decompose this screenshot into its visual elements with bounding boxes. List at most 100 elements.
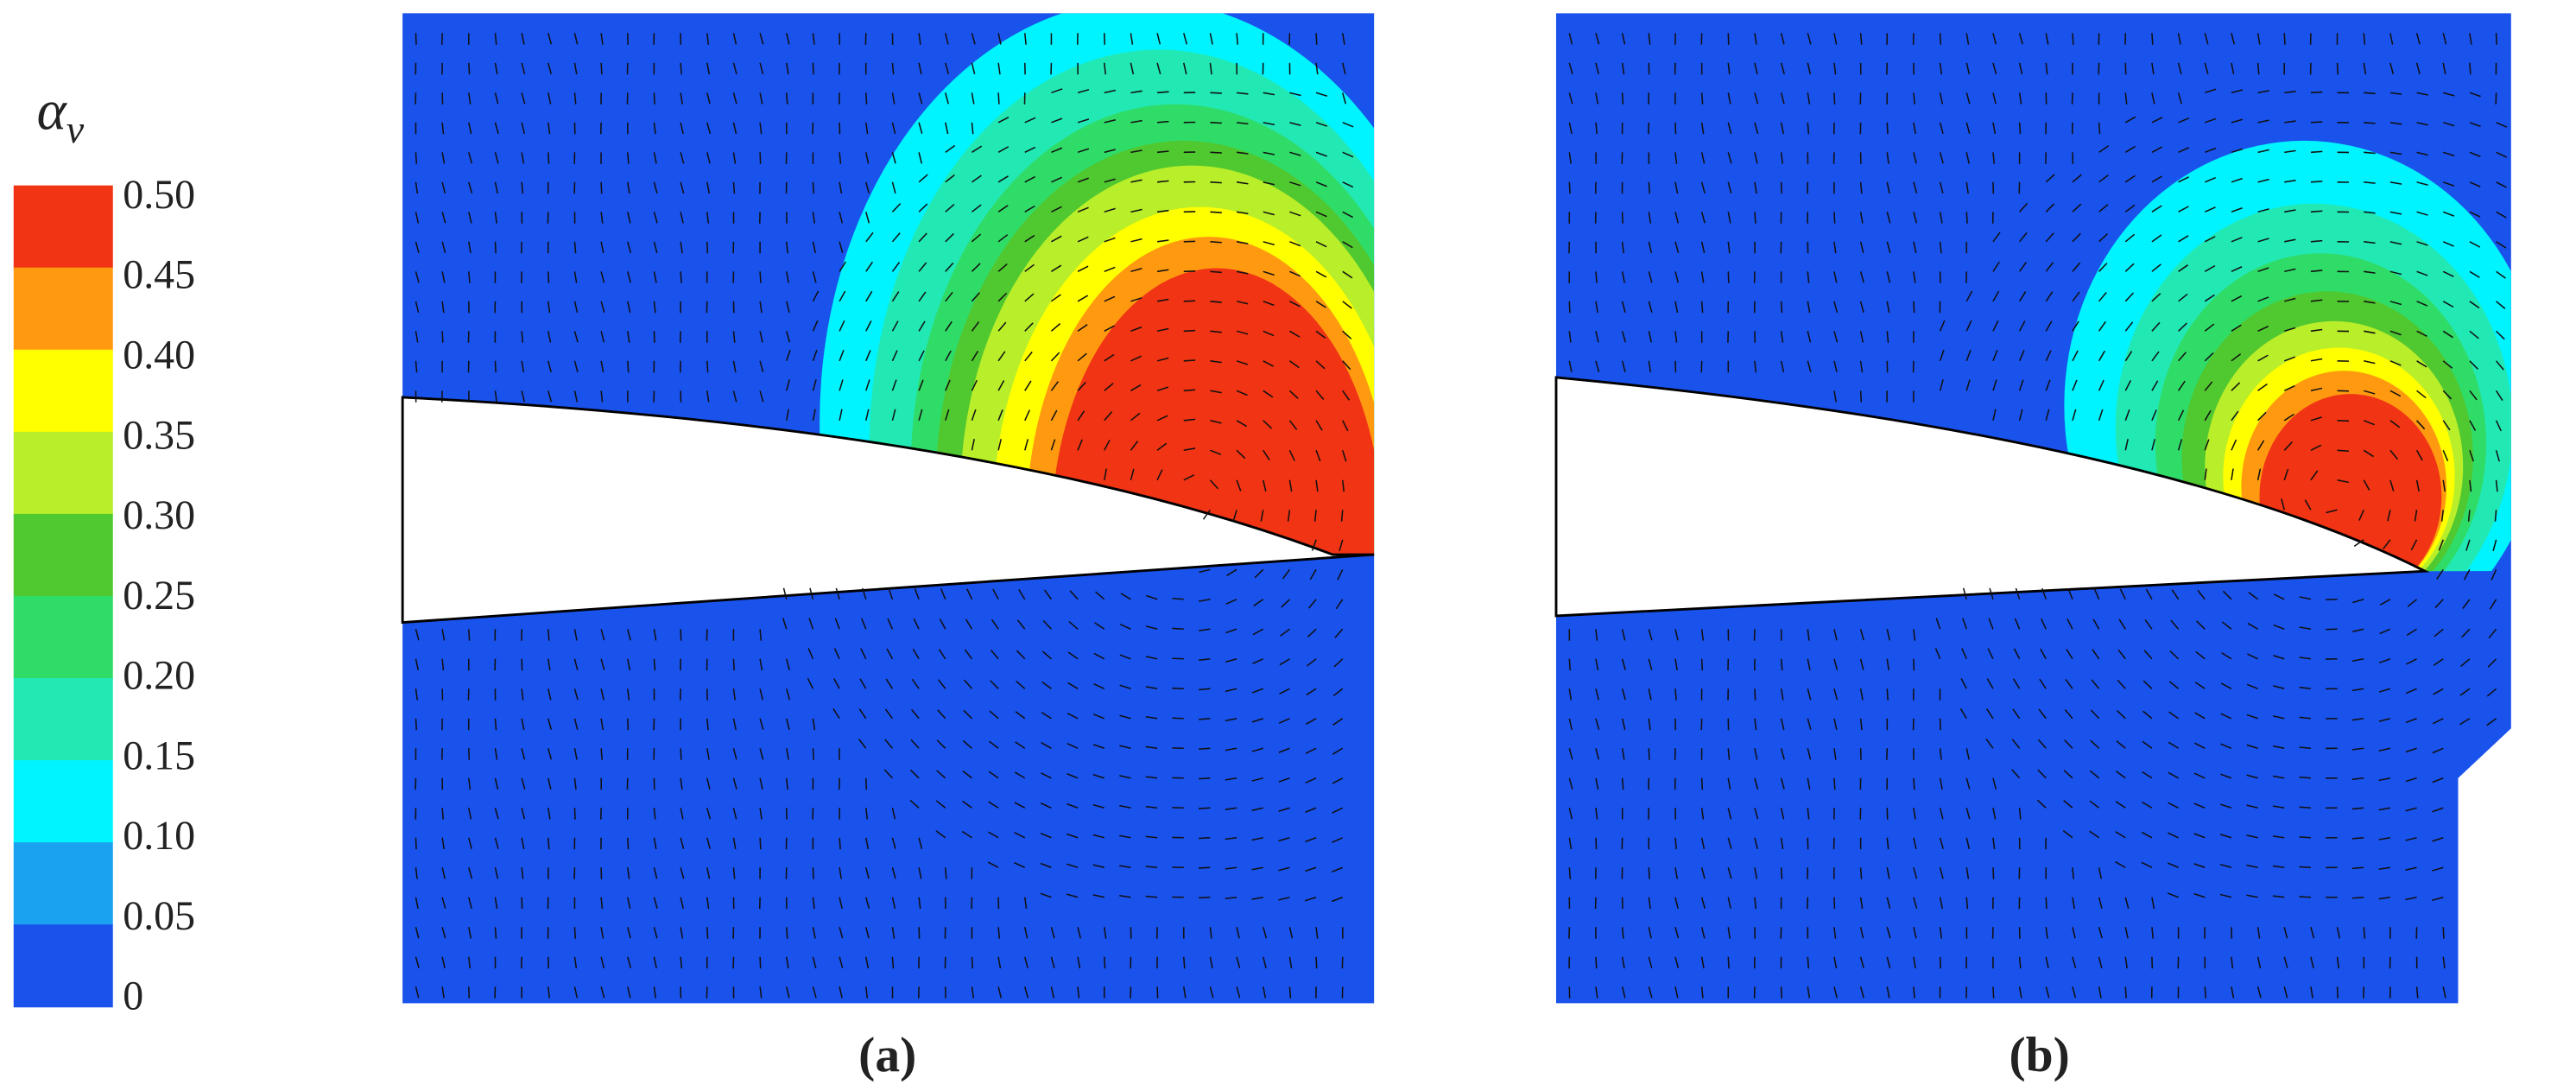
velocity-vector [1263,420,1273,429]
velocity-vector [2415,62,2421,74]
velocity-vector [2142,740,2153,749]
velocity-vector [2272,865,2285,869]
velocity-vector [812,212,816,224]
velocity-vector [2364,360,2376,365]
velocity-vector [991,618,999,630]
velocity-vector [935,830,946,839]
velocity-vector [547,718,553,730]
velocity-vector [1595,688,1599,701]
velocity-vector [1727,748,1731,760]
velocity-vector [1024,263,1035,272]
velocity-vector [2204,206,2216,213]
velocity-vector [971,33,976,45]
velocity-vector [573,271,578,283]
velocity-vector [865,232,874,243]
velocity-vector [1648,212,1652,224]
velocity-vector [1965,808,1971,820]
velocity-vector [2432,807,2444,813]
velocity-vector [2219,893,2232,898]
velocity-vector [1263,479,1267,492]
velocity-vector [1092,774,1104,779]
velocity-vector [971,263,981,272]
velocity-vector [1145,625,1158,631]
velocity-vector [1315,92,1328,98]
velocity-vector [786,956,789,969]
velocity-vector [1961,648,1967,660]
velocity-vector [1092,894,1104,898]
velocity-vector [1120,593,1131,600]
velocity-vector [1209,62,1212,75]
velocity-vector [1833,688,1839,701]
velocity-vector [1859,956,1864,968]
velocity-vector [1315,330,1326,339]
velocity-vector [1263,330,1275,337]
velocity-vector [468,897,472,909]
velocity-vector [2089,800,2100,809]
velocity-vector [832,708,840,720]
velocity-vector [812,320,819,332]
velocity-vector [732,122,737,135]
velocity-vector [1183,33,1188,45]
velocity-vector [1342,92,1347,105]
velocity-vector [468,629,471,641]
velocity-vector [2142,710,2153,720]
velocity-vector [2389,390,2402,397]
velocity-vector [2310,210,2323,213]
velocity-vector [1913,301,1915,314]
velocity-vector [812,986,817,999]
velocity-vector [1156,33,1161,45]
velocity-vector [2045,174,2055,183]
velocity-vector [2389,151,2402,155]
velocity-vector [1051,264,1062,272]
velocity-vector [918,927,921,939]
velocity-vector [1342,62,1346,75]
velocity-vector [1833,62,1837,75]
velocity-vector [2116,740,2126,749]
velocity-vector [1962,587,1968,599]
velocity-vector [2283,927,2288,939]
velocity-vector [1225,718,1237,722]
velocity-vector [600,181,603,194]
velocity-vector [1237,92,1249,95]
velocity-vector [1252,628,1264,636]
velocity-vector [2495,450,2500,462]
velocity-vector [2204,62,2209,74]
velocity-vector [1104,411,1113,422]
velocity-vector [1621,629,1626,641]
velocity-vector [2193,863,2206,868]
colorbar-band [13,513,113,597]
velocity-vector [2222,590,2232,600]
velocity-vector [1913,241,1917,254]
velocity-vector [600,688,604,701]
velocity-vector [835,587,840,600]
velocity-vector [2063,770,2073,779]
velocity-vector [1119,623,1131,630]
velocity-vector [972,145,983,153]
velocity-vector [1648,301,1653,313]
velocity-vector [2072,320,2079,332]
velocity-vector [945,320,953,332]
velocity-vector [2018,379,2024,391]
velocity-vector [1700,181,1706,193]
velocity-vector [1727,212,1731,224]
velocity-vector [653,867,658,879]
velocity-vector [573,390,579,403]
velocity-vector [2433,688,2444,695]
velocity-vector [2469,330,2479,339]
velocity-vector [911,678,920,689]
velocity-vector [2389,181,2402,185]
velocity-vector [1807,748,1812,760]
velocity-vector [521,360,525,373]
velocity-vector [468,92,472,105]
velocity-vector [1077,177,1089,183]
velocity-vector [468,241,472,254]
velocity-vector [2231,956,2234,969]
velocity-vector [2467,510,2471,522]
velocity-vector [839,867,842,879]
velocity-vector [627,658,631,671]
velocity-vector [2011,739,2021,749]
velocity-vector [1727,808,1732,820]
velocity-vector [1886,122,1889,135]
velocity-vector [415,956,420,968]
colorbar-band [13,678,113,762]
